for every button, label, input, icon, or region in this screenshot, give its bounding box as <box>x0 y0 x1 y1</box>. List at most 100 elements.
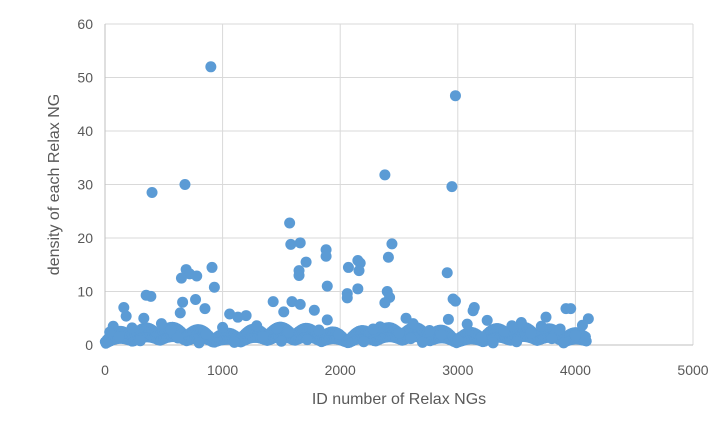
data-point <box>113 330 125 342</box>
data-point <box>576 319 588 331</box>
data-point <box>199 303 211 315</box>
data-point <box>353 265 365 277</box>
data-point <box>449 295 461 307</box>
data-point <box>275 335 287 347</box>
gridlines <box>105 23 694 345</box>
x-tick-label: 2000 <box>325 362 356 378</box>
data-point <box>393 327 405 339</box>
data-point <box>120 310 132 322</box>
data-point <box>442 313 454 325</box>
data-point <box>175 272 187 284</box>
data-point <box>352 283 364 295</box>
y-tick-label: 20 <box>77 230 93 246</box>
data-point <box>145 290 157 302</box>
data-point <box>558 337 570 349</box>
data-point <box>118 302 130 314</box>
data-point <box>205 61 217 73</box>
y-tick-label: 0 <box>85 337 93 353</box>
data-point <box>190 294 202 306</box>
data-point <box>300 256 312 268</box>
data-point <box>546 333 558 345</box>
data-point <box>321 280 333 292</box>
data-point <box>441 267 453 279</box>
y-axis-title: density of each Relax NG <box>46 94 63 275</box>
data-point <box>367 323 379 335</box>
data-point <box>284 217 296 229</box>
data-point <box>138 312 150 324</box>
y-tick-labels: 0 10 20 30 40 50 60 <box>77 16 93 353</box>
data-point <box>333 328 345 340</box>
data-point <box>342 261 354 273</box>
x-axis-title: ID number of Relax NGs <box>312 391 486 408</box>
data-point <box>580 335 592 347</box>
data-point <box>257 330 269 342</box>
data-point <box>179 179 191 190</box>
data-point <box>535 320 547 332</box>
x-tick-labels: 0 1000 2000 3000 4000 5000 <box>101 362 709 378</box>
data-point <box>308 304 320 316</box>
data-point <box>382 251 394 263</box>
data-point <box>200 328 212 340</box>
x-tick-label: 1000 <box>207 362 238 378</box>
data-point <box>271 322 283 334</box>
data-point <box>294 298 306 310</box>
data-point <box>126 322 138 334</box>
data-point <box>100 336 112 348</box>
y-tick-label: 30 <box>77 177 93 193</box>
data-point <box>177 296 189 308</box>
data-points <box>99 61 594 349</box>
data-point <box>540 311 552 323</box>
data-point <box>320 250 332 262</box>
data-point <box>525 327 537 339</box>
data-point <box>407 318 419 330</box>
data-point <box>511 336 523 348</box>
data-point <box>228 336 240 348</box>
data-point <box>155 318 167 330</box>
data-point <box>174 307 186 319</box>
data-point <box>165 323 177 335</box>
data-point <box>267 296 279 308</box>
data-point <box>386 238 398 250</box>
data-point <box>232 311 244 323</box>
data-point <box>206 261 218 273</box>
data-point <box>487 337 499 349</box>
data-point <box>294 237 306 249</box>
data-point <box>417 336 429 348</box>
data-point <box>285 238 297 250</box>
data-point <box>379 297 391 309</box>
data-point <box>321 314 333 326</box>
data-point <box>251 320 263 332</box>
y-tick-label: 50 <box>77 70 93 86</box>
x-tick-label: 4000 <box>560 362 591 378</box>
data-point <box>172 332 184 344</box>
y-tick-label: 40 <box>77 123 93 139</box>
data-point <box>435 329 447 341</box>
data-point <box>461 318 473 330</box>
data-point <box>278 306 290 318</box>
data-point <box>569 329 581 341</box>
x-tick-label: 3000 <box>442 362 473 378</box>
y-tick-label: 10 <box>77 284 93 300</box>
x-tick-label: 0 <box>101 362 109 378</box>
data-point <box>467 305 479 317</box>
data-point <box>565 303 577 315</box>
data-point <box>446 181 458 193</box>
data-point <box>341 292 353 304</box>
data-point <box>405 333 417 345</box>
data-point <box>358 336 370 348</box>
data-point <box>379 169 391 181</box>
data-point <box>208 281 220 293</box>
data-point <box>515 317 527 329</box>
data-point <box>301 334 313 346</box>
data-point <box>481 314 493 326</box>
data-point <box>293 269 305 281</box>
data-point <box>498 325 510 337</box>
y-tick-label: 60 <box>77 16 93 32</box>
data-point <box>191 270 203 282</box>
data-point <box>146 187 158 199</box>
data-point <box>240 310 252 322</box>
data-point <box>282 326 294 338</box>
data-point <box>134 335 146 347</box>
data-point <box>193 337 205 349</box>
data-point <box>217 321 229 333</box>
